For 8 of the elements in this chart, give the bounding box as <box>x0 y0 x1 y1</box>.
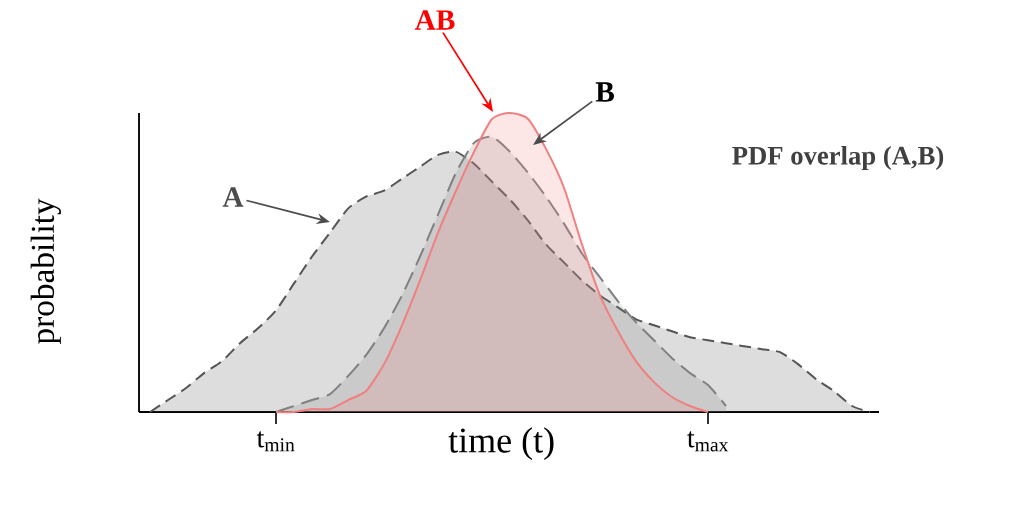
annotation: A <box>222 187 244 207</box>
x-tick-label: t$_{min}$ <box>256 431 295 452</box>
x-tick-label: t$_{max}$ <box>687 431 729 452</box>
text: PDF overlap (A,B) <box>732 145 944 171</box>
text: AB <box>414 10 455 30</box>
text: B <box>595 82 614 102</box>
y-axis-title: probability <box>30 198 61 345</box>
x-axis-title: time (t) <box>448 427 554 461</box>
